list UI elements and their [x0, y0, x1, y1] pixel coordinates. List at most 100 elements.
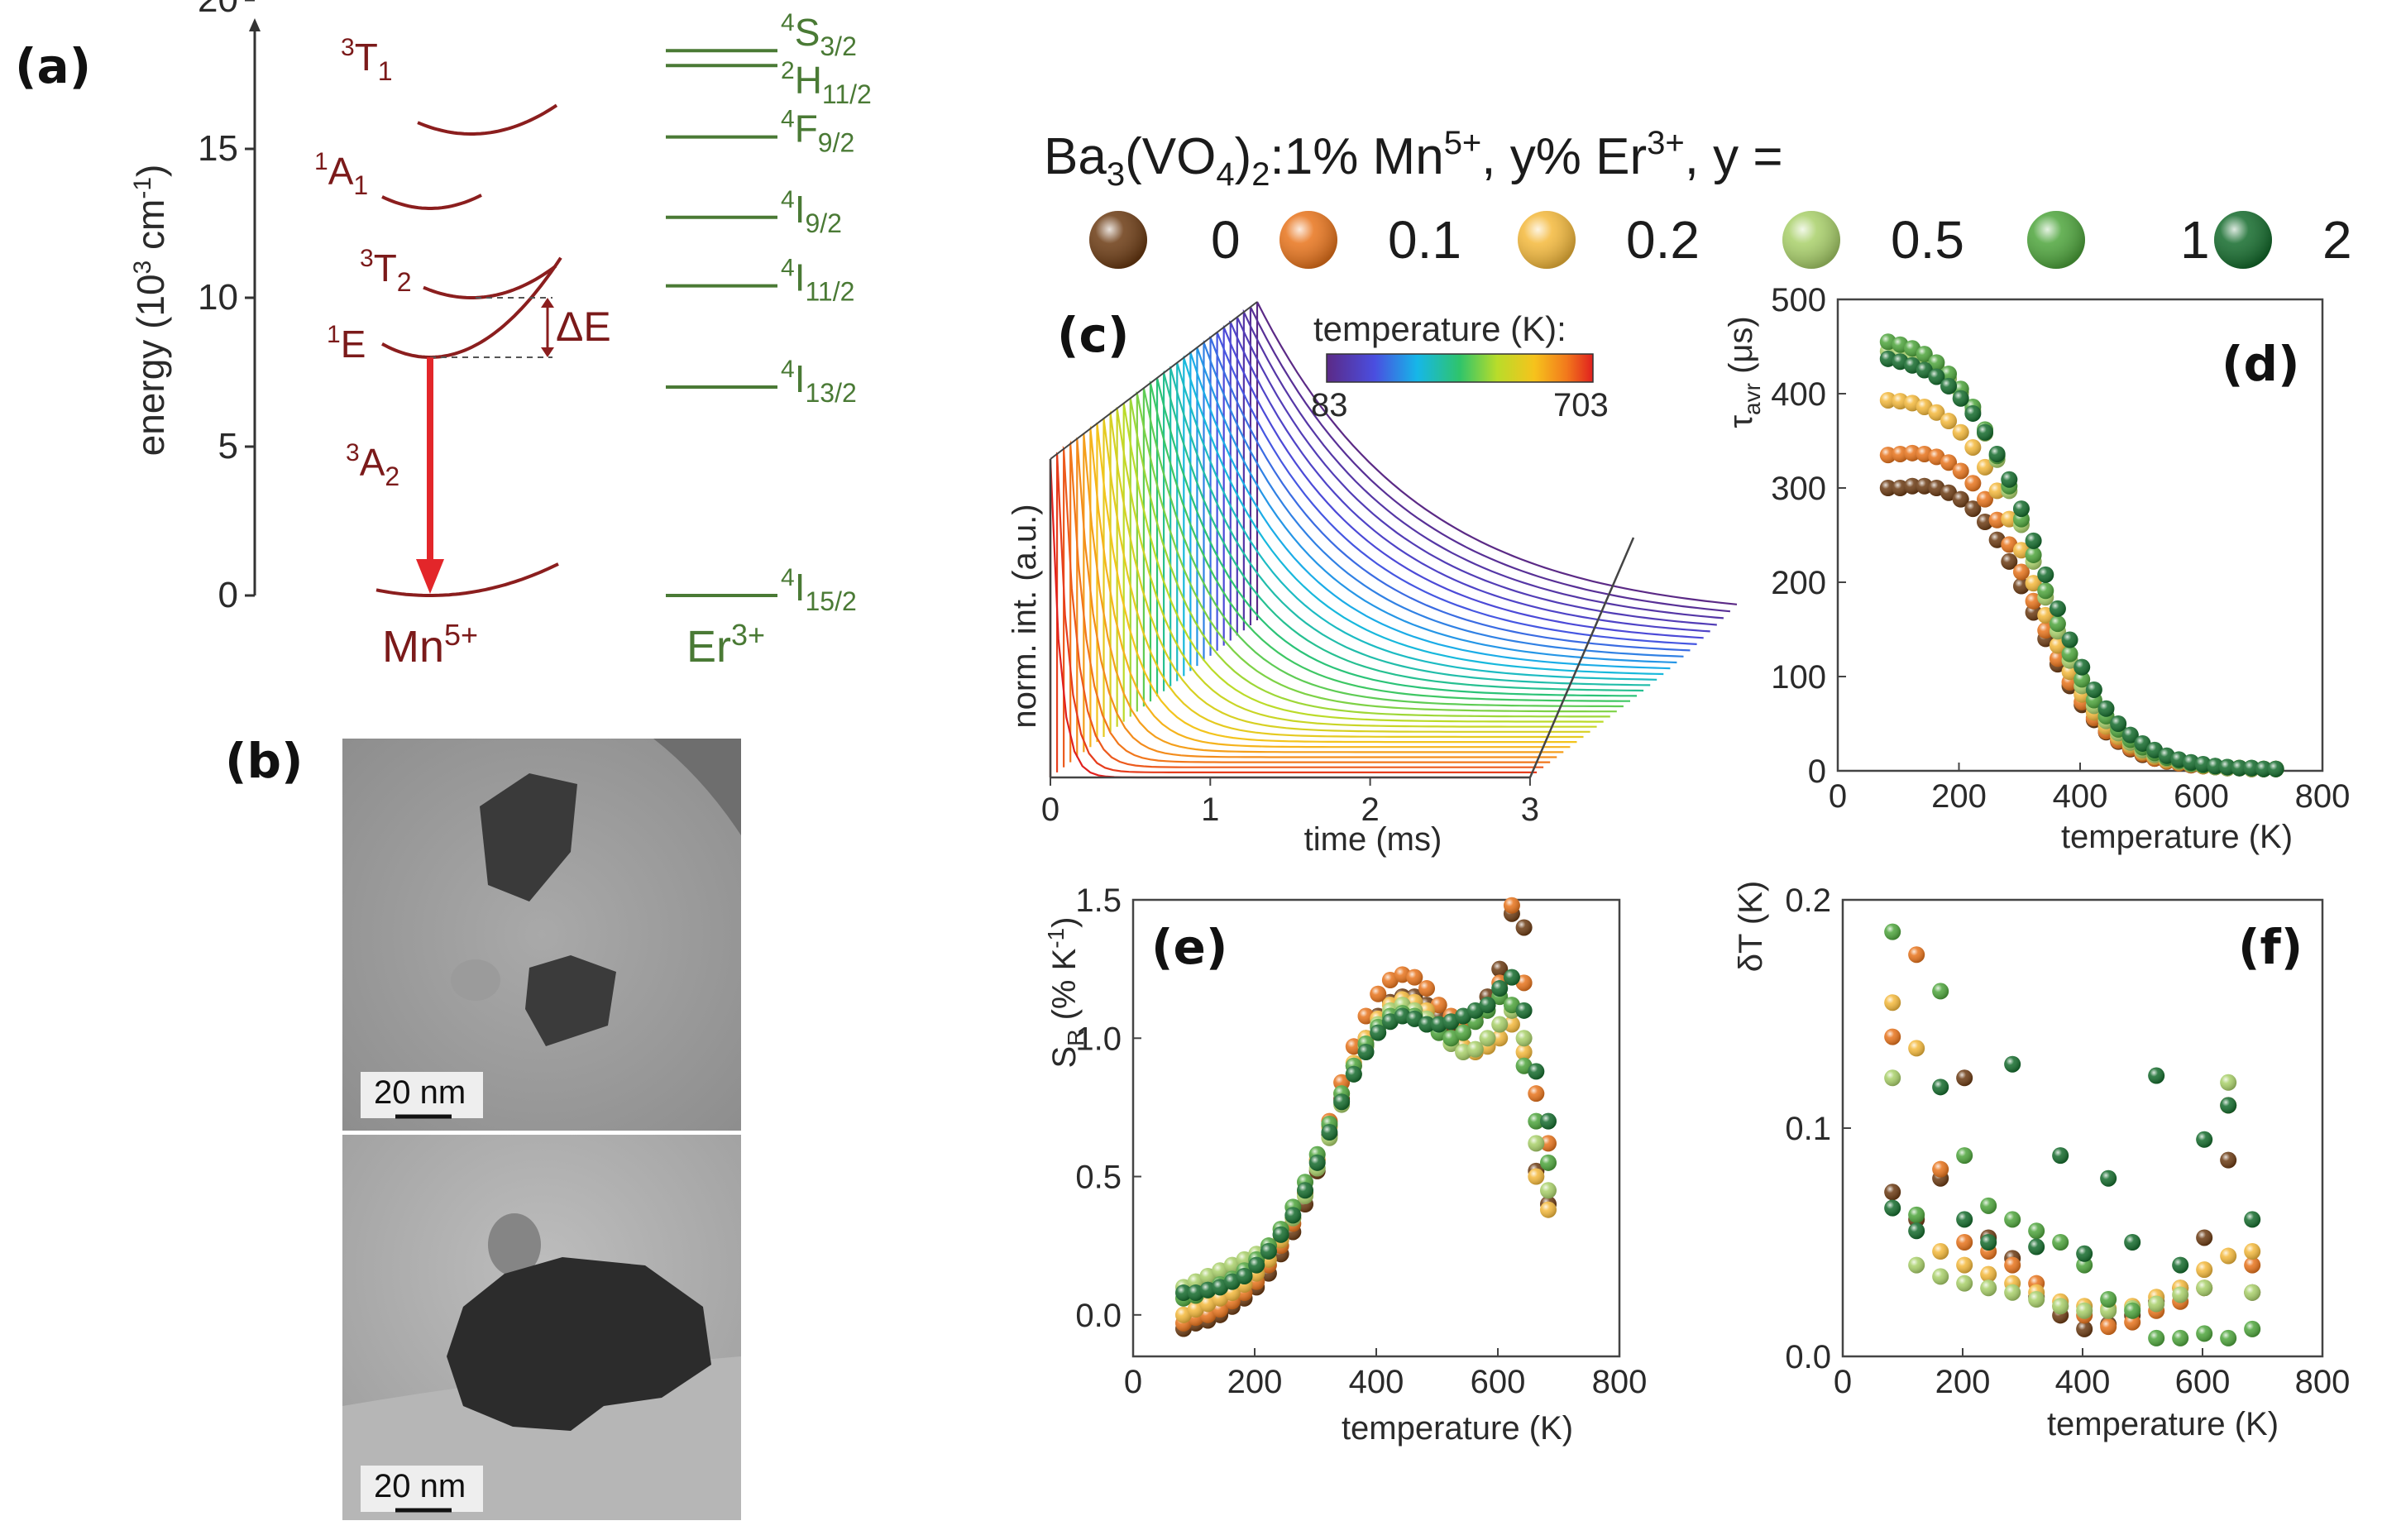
f-y-tick-label: 0.0 — [1785, 1339, 1831, 1375]
d-point-1 — [2037, 582, 2054, 600]
f-axes: 0 200 400 600 800 0.0 0.1 0.2 — [1785, 882, 2350, 1400]
e-point-0.5 — [1515, 1030, 1533, 1047]
decay-curve — [1169, 366, 1651, 686]
d-point-2 — [2085, 681, 2102, 698]
tem-particle-1 — [480, 773, 577, 902]
f-point-0.1 — [2124, 1313, 2141, 1331]
legend-label-0.5: 0.5 — [1891, 210, 1964, 270]
decay-curves — [1049, 301, 1738, 779]
f-x-tick-label: 600 — [2175, 1364, 2231, 1400]
f-point-1 — [1980, 1197, 1997, 1214]
decay-curve — [1122, 403, 1604, 723]
f-y-tick-label: 0.2 — [1785, 882, 1831, 919]
d-point-0.2 — [1879, 391, 1897, 409]
e-point-2 — [1260, 1242, 1277, 1260]
e-point-0.2 — [1515, 1044, 1533, 1060]
f-x-tick-label: 800 — [2295, 1364, 2351, 1400]
e-point-2 — [1357, 1044, 1375, 1060]
decay-curve — [1116, 407, 1597, 728]
c-x-axis-label: time (ms) — [1304, 821, 1442, 858]
scale-bar-label-top: 20 nm — [374, 1074, 466, 1111]
decay-curve — [1149, 380, 1630, 702]
f-point-0.5 — [2196, 1279, 2213, 1297]
mn-level-labels: 3A2 1E 3T2 1A1 3T1 — [314, 34, 412, 491]
d-y-tick-label: 100 — [1771, 659, 1826, 696]
f-point-0.1 — [2244, 1256, 2261, 1274]
e-x-axis-label: temperature (K) — [1342, 1410, 1573, 1447]
d-point-0.2 — [2025, 575, 2042, 592]
d-point-2 — [2218, 758, 2236, 776]
e-point-1 — [1455, 1024, 1472, 1041]
d-point-1 — [2061, 645, 2078, 662]
mn-curve-1A1 — [381, 194, 482, 210]
f-point-1 — [2220, 1329, 2237, 1346]
y-tick-label-a: 20 — [198, 0, 238, 20]
f-point-1 — [1884, 923, 1901, 940]
f-point-0.5 — [1908, 1256, 1925, 1274]
scale-bar-box-top — [361, 1072, 483, 1118]
f-point-2 — [1884, 1199, 1901, 1217]
f-point-0 — [1884, 1184, 1901, 1201]
d-point-2 — [2267, 760, 2284, 777]
legend-marker-0.5 — [1782, 211, 1840, 269]
f-point-2 — [2244, 1211, 2261, 1228]
d-point-0 — [1976, 514, 1993, 531]
mn-level-label-3A2: 3A2 — [346, 439, 399, 491]
e-point-0.5 — [1491, 1016, 1509, 1033]
d-x-tick-label: 200 — [1931, 778, 1987, 815]
f-point-1 — [2052, 1234, 2069, 1251]
decay-curve — [1256, 301, 1738, 620]
decay-curve — [1136, 391, 1617, 713]
er-level-label-4S3/2: 4S3/2 — [781, 9, 857, 61]
decay-curve — [1069, 441, 1551, 763]
d-point-2 — [2243, 759, 2260, 777]
f-point-2 — [2148, 1067, 2165, 1084]
e-point-2 — [1491, 980, 1509, 997]
f-point-0 — [1956, 1069, 1973, 1087]
legend-marker-1 — [2027, 211, 2085, 269]
f-point-2 — [1980, 1234, 1997, 1251]
e-point-2 — [1321, 1124, 1338, 1141]
e-point-2 — [1345, 1065, 1362, 1083]
f-point-0.1 — [2100, 1318, 2117, 1336]
colorbar — [1326, 353, 1594, 383]
e-point-2 — [1284, 1207, 1302, 1224]
f-x-tick-label: 400 — [2055, 1364, 2111, 1400]
d-y-tick-label: 300 — [1771, 471, 1826, 507]
legend-label-0.1: 0.1 — [1388, 210, 1461, 270]
c-x-tick-label: 0 — [1041, 792, 1059, 828]
tem-particle-2 — [525, 955, 616, 1046]
e-point-0.2 — [1503, 1016, 1520, 1033]
f-point-0.5 — [2052, 1298, 2069, 1315]
d-data-points — [1879, 333, 2284, 777]
decay-curve — [1228, 320, 1710, 641]
panel-label-a: (a) — [15, 38, 91, 94]
e-x-tick-label: 800 — [1592, 1364, 1648, 1400]
decay-curve — [1236, 314, 1717, 636]
e-point-2 — [1333, 1093, 1351, 1111]
er-level-label-4F9/2: 4F9/2 — [781, 106, 854, 158]
decay-curve — [1203, 340, 1684, 662]
f-point-1 — [2172, 1329, 2189, 1346]
d-point-2 — [2134, 734, 2151, 752]
f-y-axis-label: δT (K) — [1733, 881, 1769, 972]
d-point-0.1 — [2037, 622, 2054, 639]
mn-level-label-3T1: 3T1 — [341, 34, 393, 86]
mn-level-label-1E: 1E — [327, 321, 366, 366]
e-point-0.1 — [1370, 985, 1387, 1002]
decay-curve — [1062, 445, 1544, 768]
d-y-tick-label: 500 — [1771, 282, 1826, 318]
d-point-0.2 — [2037, 606, 2054, 624]
decay-curve — [1222, 324, 1704, 646]
c-depth-edge-top — [1050, 301, 1258, 460]
e-point-0.1 — [1540, 1135, 1557, 1152]
d-y-tick-label: 0 — [1808, 753, 1826, 790]
decay-curve — [1103, 415, 1584, 739]
delta-e-arrowhead-up — [541, 298, 554, 308]
e-y-tick-label: 0.5 — [1075, 1160, 1122, 1196]
y-axis-label-a: energy (103 cm-1) — [129, 165, 172, 457]
panel-label-b: (b) — [225, 733, 304, 789]
decay-curve — [1076, 437, 1557, 758]
decay-curve — [1083, 433, 1564, 753]
colorbar-max-label: 703 — [1553, 387, 1609, 423]
